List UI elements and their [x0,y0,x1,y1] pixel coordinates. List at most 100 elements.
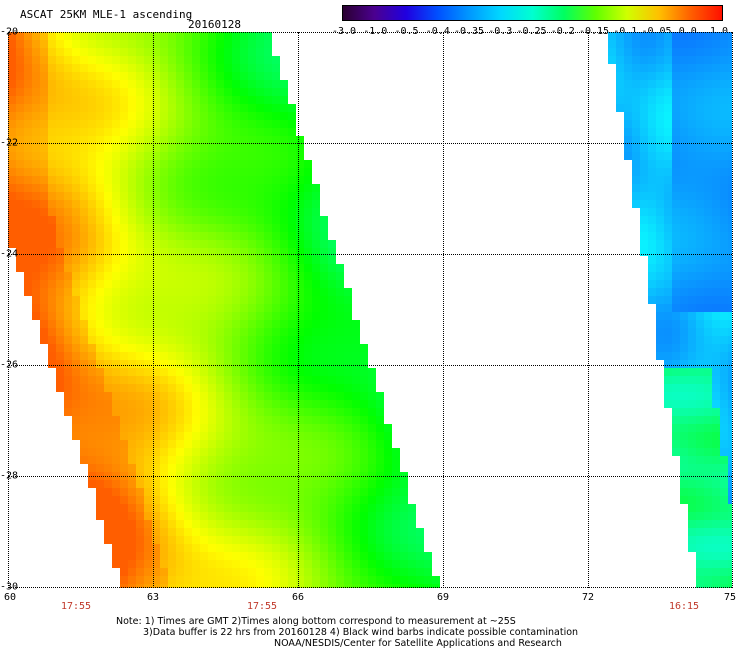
swath-cell [136,408,144,416]
note-line-2: 3)Data buffer is 22 hrs from 20160128 4)… [143,627,579,638]
swath-cell [256,360,264,368]
swath-cell [56,32,64,40]
swath-cell [688,328,696,336]
swath-cell [72,288,80,296]
swath-cell [160,384,168,392]
swath-cell [696,320,704,328]
swath-cell [32,80,40,88]
swath-cell [688,232,696,240]
swath-cell [64,32,72,40]
swath-cell [704,240,712,248]
swath-cell [104,104,112,112]
swath-cell [704,448,712,456]
swath-cell [112,336,120,344]
swath-cell [104,536,112,544]
swath-cell [288,520,296,528]
swath-cell [200,408,208,416]
swath-cell [728,136,732,144]
swath-cell [176,448,184,456]
swath-cell [24,208,32,216]
swath-cell [344,416,352,424]
swath-cell [432,576,440,584]
swath-cell [72,160,80,168]
swath-cell [656,288,664,296]
swath-cell [336,280,344,288]
swath-cell [88,80,96,88]
swath-cell [728,496,732,504]
swath-layer [8,32,732,588]
swath-cell [704,72,712,80]
swath-cell [280,128,288,136]
swath-cell [64,312,72,320]
swath-cell [152,40,160,48]
swath-cell [128,384,136,392]
swath-cell [680,488,688,496]
swath-cell [64,200,72,208]
swath-cell [64,176,72,184]
swath-cell [88,232,96,240]
swath-cell [304,160,312,168]
swath-cell [720,512,728,520]
swath-cell [80,416,88,424]
swath-cell [696,576,704,584]
swath-cell [32,312,40,320]
swath-cell [192,360,200,368]
swath-cell [120,112,128,120]
swath-cell [184,272,192,280]
swath-cell [272,416,280,424]
swath-cell [224,376,232,384]
swath-cell [304,544,312,552]
swath-cell [400,520,408,528]
swath-cell [176,560,184,568]
swath-cell [296,536,304,544]
swath-cell [264,504,272,512]
swath-cell [152,528,160,536]
swath-cell [120,520,128,528]
swath-cell [48,280,56,288]
swath-cell [128,104,136,112]
swath-cell [664,72,672,80]
swath-cell [704,344,712,352]
swath-cell [376,584,384,588]
swath-cell [208,440,216,448]
swath-cell [688,408,696,416]
swath-cell [296,480,304,488]
longitude-label: 69 [436,592,450,603]
swath-cell [200,328,208,336]
swath-cell [224,240,232,248]
swath-cell [56,136,64,144]
swath-cell [720,168,728,176]
swath-cell [8,136,16,144]
swath-cell [216,136,224,144]
swath-cell [672,128,680,136]
swath-cell [232,552,240,560]
swath-cell [144,448,152,456]
swath-cell [672,56,680,64]
swath-cell [112,448,120,456]
swath-cell [344,568,352,576]
swath-cell [328,312,336,320]
swath-cell [216,352,224,360]
swath-cell [248,432,256,440]
swath-cell [712,520,720,528]
swath-cell [264,304,272,312]
swath-cell [72,152,80,160]
swath-cell [128,424,136,432]
swath-cell [200,32,208,40]
latitude-label: -24 [0,248,19,260]
swath-cell [232,104,240,112]
swath-cell [64,256,72,264]
swath-cell [144,192,152,200]
swath-cell [680,72,688,80]
swath-cell [664,136,672,144]
swath-cell [200,384,208,392]
swath-cell [264,560,272,568]
swath-cell [32,168,40,176]
swath-cell [112,80,120,88]
swath-cell [104,344,112,352]
swath-cell [240,560,248,568]
longitude-label: 72 [581,592,595,603]
swath-cell [200,552,208,560]
swath-cell [336,384,344,392]
swath-cell [128,456,136,464]
